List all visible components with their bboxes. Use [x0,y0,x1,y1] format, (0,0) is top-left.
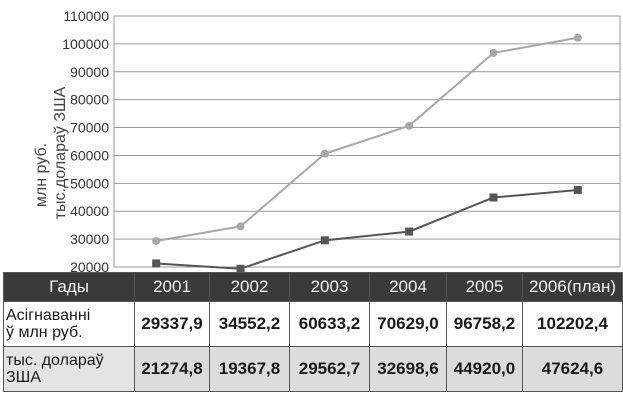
y-tick-label: 110000 [63,8,109,24]
series-layer [152,33,582,272]
table-row: тыс. долараў ЗША 21274,8 19367,8 29562,7… [3,346,623,392]
header-year: 2002 [209,272,290,302]
table-cell: 102202,4 [522,301,623,347]
table-cell: 70629,0 [369,301,447,347]
data-point [489,48,498,57]
y-axis-ticks: 20000 30000 40000 50000 60000 70000 80000 90000… [62,8,109,272]
y-tick-label: 30000 [70,231,109,247]
data-point [320,236,329,245]
data-point [152,236,161,245]
data-point [236,222,245,231]
series-line-1 [155,36,579,242]
table-cell: 29337,9 [134,301,210,347]
y-tick-label: 100000 [62,36,109,52]
y-tick-label: 80000 [70,92,109,108]
y-axis-label-line-2: тыс.долараў ЗША [52,86,69,219]
row-label: Асігнаванні ў млн руб. [3,301,135,347]
y-tick-label: 90000 [70,64,109,80]
data-point [573,33,582,42]
data-table: Гады 2001 2002 2003 2004 2005 2006(план)… [3,272,623,392]
table-cell: 60633,2 [289,301,370,347]
header-year: 2001 [134,272,210,302]
line-chart: 20000 30000 40000 50000 60000 70000 80000 90000… [33,8,621,272]
row-label-line: Асігнаванні [6,307,91,324]
row-label: тыс. долараў ЗША [3,346,135,392]
table-cell: 32698,6 [369,346,447,392]
row-label-line: ў млн руб. [6,324,83,341]
y-tick-label: 60000 [70,147,109,163]
data-point [489,193,498,202]
data-point [320,149,329,158]
header-years-label: Гады [3,272,135,302]
table-cell: 96758,2 [446,301,523,347]
table-cell: 34552,2 [209,301,290,347]
y-axis-label-line-1: млн руб. [33,143,50,207]
header-year: 2006(план) [522,272,623,302]
y-tick-label: 70000 [70,120,109,136]
data-point [405,227,414,236]
data-point [152,259,161,268]
grid-lines [113,15,621,268]
y-tick-label: 50000 [70,175,109,191]
data-point [236,264,245,272]
series-line-2 [156,188,578,270]
table-header-row: Гады 2001 2002 2003 2004 2005 2006(план) [3,272,623,302]
table-cell: 44920,0 [446,346,523,392]
table-row: Асігнаванні ў млн руб. 29337,9 34552,2 6… [3,301,623,347]
y-tick-label: 20000 [70,259,109,272]
row-label-line: ЗША [6,369,41,386]
data-point [405,121,414,130]
table-cell: 47624,6 [522,346,623,392]
table-cell: 19367,8 [209,346,290,392]
row-label-line: тыс. долараў [6,352,104,369]
y-tick-label: 40000 [70,203,109,219]
header-year: 2005 [446,272,523,302]
header-year: 2003 [289,272,370,302]
table-cell: 21274,8 [134,346,210,392]
data-point [573,185,582,194]
table-cell: 29562,7 [289,346,370,392]
header-year: 2004 [369,272,447,302]
